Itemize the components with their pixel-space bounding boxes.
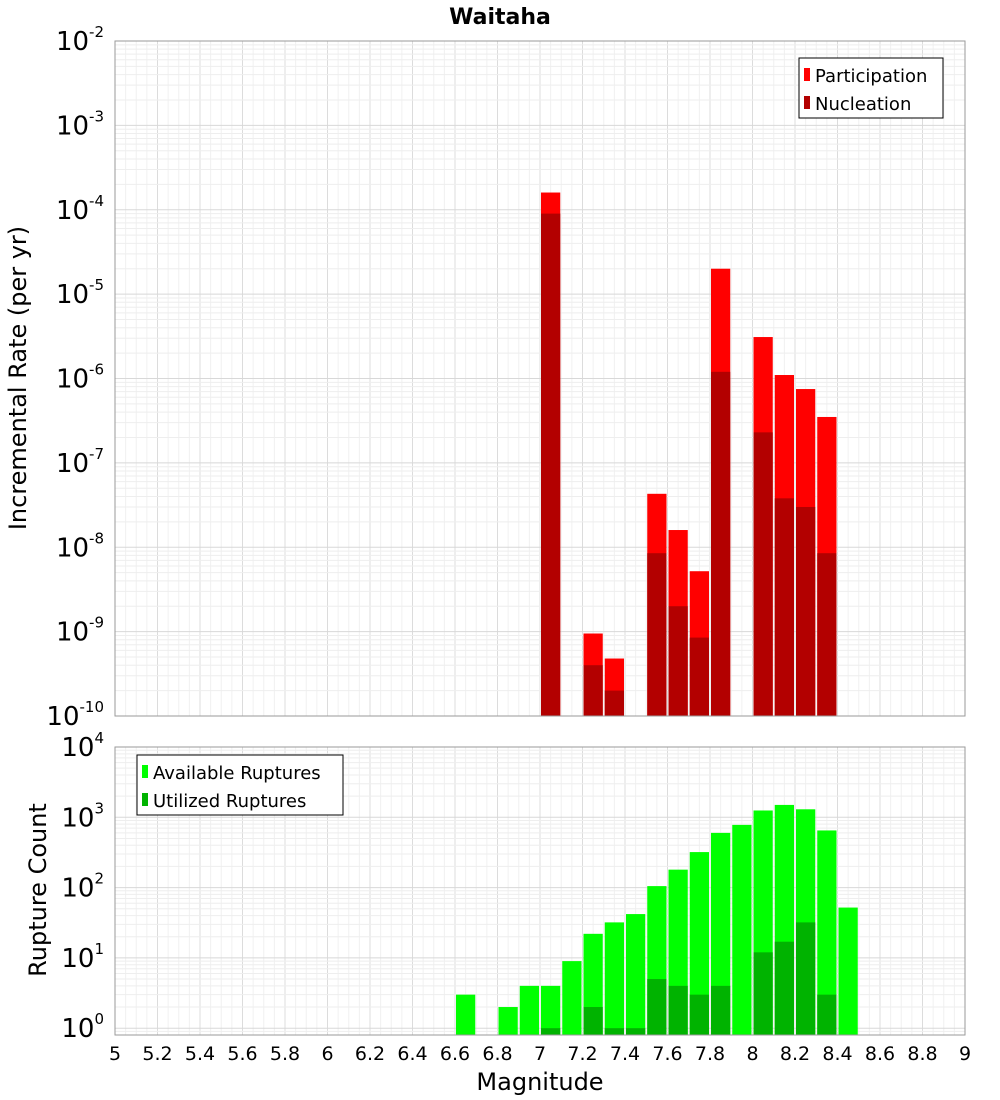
legend: Participation Nucleation — [798, 57, 944, 119]
bottom-plot-area: 100 101 102 103 104 5 5.2 5.4 5.6 5.8 6 6.2 6.4 6.6 6.… — [61, 729, 971, 1065]
y-tick-label: 103 — [61, 799, 104, 833]
legend-label: Participation — [815, 66, 927, 87]
bar-utilized-ruptures — [583, 1007, 603, 1035]
legend-swatch — [804, 68, 810, 81]
x-tick-label: 6.8 — [482, 1043, 512, 1065]
legend-label: Utilized Ruptures — [153, 791, 306, 812]
plot-frame — [114, 746, 966, 1036]
bar-nucleation — [796, 506, 816, 716]
y-tick-label: 100 — [61, 1010, 104, 1044]
legend-swatch — [804, 96, 810, 109]
bar-utilized-ruptures — [774, 941, 794, 1035]
bar-available-ruptures — [562, 961, 582, 1035]
bar-available-ruptures — [838, 907, 858, 1035]
bar-utilized-ruptures — [668, 985, 688, 1035]
bar-utilized-ruptures — [541, 1028, 561, 1035]
bar-available-ruptures — [626, 914, 646, 1035]
bar-nucleation — [583, 665, 603, 716]
bar-available-ruptures — [711, 832, 731, 1035]
bar-nucleation — [711, 371, 731, 716]
x-tick-label: 5.4 — [185, 1043, 215, 1065]
x-tick-label: 6.6 — [440, 1043, 470, 1065]
x-tick-label: 7.2 — [567, 1043, 597, 1065]
bar-nucleation — [817, 553, 837, 716]
x-tick-label: 5.2 — [142, 1043, 172, 1065]
bar-available-ruptures — [456, 994, 476, 1035]
x-tick-label: 7.6 — [652, 1043, 682, 1065]
bar-available-ruptures — [498, 1007, 518, 1035]
y-tick-label: 10-7 — [56, 445, 104, 479]
y-tick-label: 10-2 — [56, 23, 104, 57]
x-tick-label: 7 — [534, 1043, 546, 1065]
y-tick-label: 10-8 — [56, 529, 104, 563]
x-tick-label: 8.8 — [907, 1043, 937, 1065]
bar-nucleation — [689, 637, 709, 716]
x-tick-label: 7.4 — [610, 1043, 640, 1065]
y-tick-label: 10-9 — [56, 614, 104, 648]
bar-utilized-ruptures — [796, 922, 816, 1035]
bar-utilized-ruptures — [647, 979, 667, 1035]
x-tick-label: 5.8 — [270, 1043, 300, 1065]
x-tick-label: 7.8 — [695, 1043, 725, 1065]
y-tick-label: 10-4 — [56, 192, 104, 226]
legend-box — [798, 57, 944, 119]
bar-utilized-ruptures — [711, 985, 731, 1035]
bar-available-ruptures — [604, 922, 624, 1035]
bar-utilized-ruptures — [753, 952, 773, 1035]
bar-available-ruptures — [541, 985, 561, 1035]
bar-utilized-ruptures — [689, 994, 709, 1035]
legend-box — [136, 754, 344, 816]
bar-nucleation — [774, 498, 794, 716]
y-tick-label: 102 — [61, 870, 104, 904]
top-plot-area: 10-10 10-9 10-8 10-7 10-6 10-5 10-4 10-3 10-2 Par… — [46, 23, 966, 732]
bar-available-ruptures — [817, 830, 837, 1035]
x-tick-label: 9 — [959, 1043, 971, 1065]
bottom-y-axis-label: Rupture Count — [24, 803, 52, 977]
bar-nucleation — [604, 690, 624, 716]
y-tick-label: 10-10 — [46, 698, 104, 732]
bar-utilized-ruptures — [626, 1028, 646, 1035]
bar-available-ruptures — [732, 824, 752, 1035]
x-tick-label: 8.2 — [780, 1043, 810, 1065]
legend-label: Available Ruptures — [153, 763, 321, 784]
legend-swatch — [142, 793, 148, 806]
legend-label: Nucleation — [815, 94, 911, 115]
x-tick-label: 8.4 — [822, 1043, 852, 1065]
bar-utilized-ruptures — [604, 1028, 624, 1035]
legend: Available Ruptures Utilized Ruptures — [136, 754, 344, 816]
x-tick-label: 6.4 — [397, 1043, 427, 1065]
y-tick-label: 10-5 — [56, 276, 104, 310]
bar-available-ruptures — [689, 852, 709, 1035]
x-tick-label: 8 — [746, 1043, 758, 1065]
top-y-axis-label: Incremental Rate (per yr) — [4, 226, 32, 530]
y-tick-label: 101 — [61, 940, 104, 974]
bar-nucleation — [541, 213, 561, 717]
bar-utilized-ruptures — [817, 994, 837, 1035]
bar-nucleation — [753, 432, 773, 716]
legend-swatch — [142, 765, 148, 778]
x-axis-label: Magnitude — [476, 1068, 603, 1096]
x-tick-label: 6.2 — [355, 1043, 385, 1065]
x-tick-label: 6 — [321, 1043, 333, 1065]
bar-available-ruptures — [519, 985, 539, 1035]
y-tick-label: 104 — [61, 729, 104, 763]
x-tick-label: 5.6 — [227, 1043, 257, 1065]
y-tick-label: 10-6 — [56, 361, 104, 395]
x-tick-label: 5 — [109, 1043, 121, 1065]
chart-title: Waitaha — [449, 5, 551, 30]
x-tick-label: 8.6 — [865, 1043, 895, 1065]
y-tick-label: 10-3 — [56, 107, 104, 141]
plot-frame — [114, 40, 966, 717]
bar-nucleation — [668, 606, 688, 716]
bar-nucleation — [647, 553, 667, 716]
